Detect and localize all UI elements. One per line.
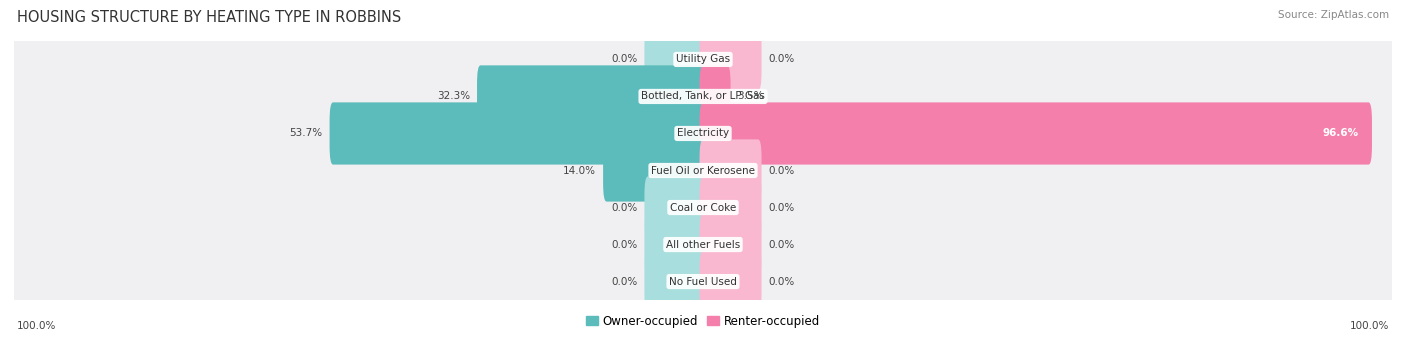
FancyBboxPatch shape (329, 102, 706, 165)
FancyBboxPatch shape (13, 201, 1393, 288)
FancyBboxPatch shape (700, 28, 762, 90)
Text: 53.7%: 53.7% (290, 129, 323, 138)
FancyBboxPatch shape (644, 176, 706, 239)
FancyBboxPatch shape (700, 213, 762, 276)
FancyBboxPatch shape (477, 65, 706, 128)
Text: 96.6%: 96.6% (1322, 129, 1358, 138)
FancyBboxPatch shape (13, 90, 1393, 177)
Text: 0.0%: 0.0% (612, 277, 637, 286)
FancyBboxPatch shape (644, 213, 706, 276)
FancyBboxPatch shape (700, 176, 762, 239)
FancyBboxPatch shape (603, 139, 706, 202)
Text: 0.0%: 0.0% (769, 239, 794, 250)
Text: Bottled, Tank, or LP Gas: Bottled, Tank, or LP Gas (641, 91, 765, 102)
FancyBboxPatch shape (700, 102, 1372, 165)
Text: Electricity: Electricity (676, 129, 730, 138)
FancyBboxPatch shape (700, 139, 762, 202)
FancyBboxPatch shape (13, 127, 1393, 214)
Text: All other Fuels: All other Fuels (666, 239, 740, 250)
FancyBboxPatch shape (700, 65, 731, 128)
Text: 100.0%: 100.0% (17, 321, 56, 331)
FancyBboxPatch shape (644, 28, 706, 90)
Text: 14.0%: 14.0% (564, 165, 596, 176)
FancyBboxPatch shape (13, 16, 1393, 103)
Text: 0.0%: 0.0% (769, 277, 794, 286)
Text: 0.0%: 0.0% (612, 55, 637, 64)
Text: 0.0%: 0.0% (612, 239, 637, 250)
Text: HOUSING STRUCTURE BY HEATING TYPE IN ROBBINS: HOUSING STRUCTURE BY HEATING TYPE IN ROB… (17, 10, 401, 25)
Text: Fuel Oil or Kerosene: Fuel Oil or Kerosene (651, 165, 755, 176)
Text: 0.0%: 0.0% (769, 165, 794, 176)
Text: 0.0%: 0.0% (769, 203, 794, 212)
Text: No Fuel Used: No Fuel Used (669, 277, 737, 286)
Text: 3.5%: 3.5% (738, 91, 763, 102)
Text: Coal or Coke: Coal or Coke (669, 203, 737, 212)
FancyBboxPatch shape (13, 164, 1393, 251)
FancyBboxPatch shape (13, 238, 1393, 325)
Text: Utility Gas: Utility Gas (676, 55, 730, 64)
FancyBboxPatch shape (700, 251, 762, 313)
Text: 0.0%: 0.0% (769, 55, 794, 64)
Legend: Owner-occupied, Renter-occupied: Owner-occupied, Renter-occupied (586, 315, 820, 328)
Text: 32.3%: 32.3% (437, 91, 470, 102)
FancyBboxPatch shape (644, 251, 706, 313)
Text: 0.0%: 0.0% (612, 203, 637, 212)
Text: Source: ZipAtlas.com: Source: ZipAtlas.com (1278, 10, 1389, 20)
FancyBboxPatch shape (13, 53, 1393, 140)
Text: 100.0%: 100.0% (1350, 321, 1389, 331)
